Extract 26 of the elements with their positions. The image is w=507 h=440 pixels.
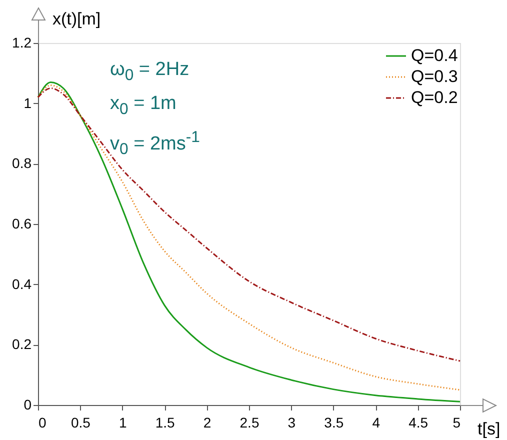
y-axis-title: x(t)[m] — [52, 10, 101, 28]
y-tick-label: 1.2 — [12, 34, 32, 50]
annotation: x$_{0}$ = 1m — [110, 92, 178, 120]
y-tick-label: 0.8 — [12, 155, 32, 172]
legend-label: Q=0.2 — [411, 88, 458, 107]
x-tick-label: 3 — [288, 414, 296, 430]
legend-label: Q=0.3 — [411, 67, 458, 86]
x-tick-label: 4 — [372, 414, 380, 430]
y-tick-label: 1 — [24, 94, 32, 111]
x-axis-title: t[s] — [478, 420, 500, 438]
y-tick-label: 0.4 — [12, 276, 32, 292]
y-tick-label: 0 — [24, 396, 32, 412]
x-tick-label: 0.5 — [70, 414, 91, 430]
annotation: ω$_{0}$ = 2Hz — [110, 58, 190, 86]
x-tick-label: 1 — [119, 414, 127, 430]
x-tick-label: 2.5 — [240, 414, 260, 430]
x-tick-label: 2 — [203, 414, 212, 430]
x-tick-label: 1.5 — [155, 414, 176, 430]
x-tick-label: 3.5 — [324, 414, 344, 430]
y-tick-label: 0.6 — [12, 216, 32, 232]
x-tick-label: 0 — [38, 414, 46, 430]
y-tick-label: 0.2 — [12, 336, 32, 352]
x-tick-label: 5 — [452, 414, 461, 430]
legend-label: Q=0.4 — [411, 46, 458, 65]
annotation: v$_{0}$ = 2ms$^{-1}$ — [110, 128, 200, 160]
x-tick-label: 4.5 — [408, 414, 428, 430]
